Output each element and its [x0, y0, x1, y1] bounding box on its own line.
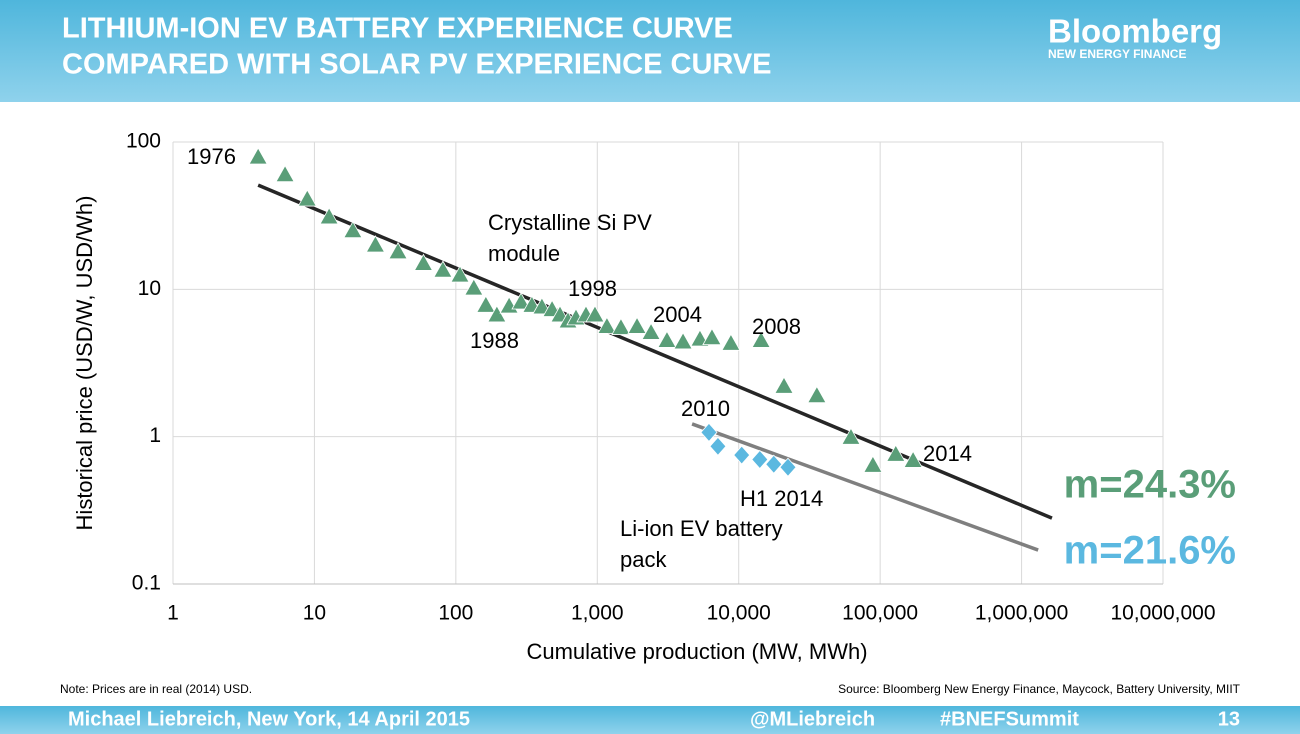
data-point [248, 147, 268, 165]
slope-label: m=24.3% [1064, 463, 1236, 507]
page-number: 13 [1218, 708, 1240, 730]
x-tick-label: 10,000,000 [1110, 602, 1215, 625]
trend-line [691, 422, 1039, 552]
series-label: module [488, 241, 560, 266]
annotation: H1 2014 [740, 486, 823, 511]
annotation: 1998 [568, 276, 617, 301]
data-point [487, 305, 507, 323]
x-tick-label: 1,000 [571, 602, 624, 625]
source: Source: Bloomberg New Energy Finance, Ma… [838, 682, 1241, 696]
annotation: 2010 [681, 396, 730, 421]
y-tick-label: 10 [138, 277, 161, 300]
x-tick-label: 1 [167, 602, 179, 625]
footer-band [0, 706, 1300, 734]
x-axis-title: Cumulative production (MW, MWh) [526, 639, 867, 664]
data-point [774, 376, 794, 394]
annotation: 1988 [470, 328, 519, 353]
data-point [841, 427, 861, 445]
data-point [751, 330, 771, 348]
data-point [319, 207, 339, 225]
slope-label: m=21.6% [1064, 529, 1236, 573]
logo-sub: NEW ENERGY FINANCE [1048, 47, 1186, 61]
data-point [413, 253, 434, 271]
author: Michael Liebreich, New York, 14 April 20… [68, 708, 470, 730]
x-tick-label: 100 [438, 602, 473, 625]
data-point [343, 220, 363, 239]
data-point [297, 189, 317, 207]
data-point [365, 235, 386, 253]
data-point [733, 445, 751, 465]
data-point [903, 450, 923, 468]
data-point [585, 305, 605, 323]
title-line: LITHIUM-ION EV BATTERY EXPERIENCE CURVE [62, 13, 733, 45]
x-tick-label: 1,000,000 [975, 602, 1068, 625]
data-point [721, 333, 741, 351]
data-point [807, 385, 827, 403]
data-point [511, 292, 531, 310]
data-point [886, 444, 906, 462]
data-point [388, 241, 408, 260]
note: Note: Prices are in real (2014) USD. [60, 682, 252, 696]
title-line: COMPARED WITH SOLAR PV EXPERIENCE CURVE [62, 49, 772, 81]
trend-line [257, 183, 1053, 520]
logo: Bloomberg [1048, 13, 1222, 50]
data-point [464, 278, 484, 296]
handle: @MLiebreich [750, 708, 875, 730]
annotation: 2014 [923, 441, 972, 466]
x-tick-label: 100,000 [842, 602, 918, 625]
data-point [657, 330, 677, 348]
data-point [751, 449, 769, 470]
data-point [476, 295, 496, 313]
y-axis-title: Historical price (USD/W, USD/Wh) [72, 196, 97, 531]
data-point [450, 265, 470, 283]
y-tick-label: 100 [126, 130, 161, 153]
data-point [433, 260, 453, 278]
x-tick-label: 10,000 [707, 602, 771, 625]
data-point [779, 457, 797, 477]
data-point [702, 327, 722, 346]
series-label: pack [620, 547, 667, 572]
data-point [275, 164, 295, 183]
data-point [765, 454, 783, 474]
data-point [627, 316, 647, 334]
data-point [597, 316, 617, 334]
data-point [863, 455, 883, 473]
annotation: 2004 [653, 302, 702, 327]
data-point [673, 332, 693, 350]
annotation: 2008 [752, 314, 801, 339]
header-band [0, 0, 1300, 102]
data-point [700, 422, 718, 442]
data-point [641, 322, 661, 340]
y-tick-label: 1 [149, 424, 161, 447]
annotation: 1976 [187, 144, 236, 169]
series-label: Li-ion EV battery [620, 516, 783, 541]
y-tick-label: 0.1 [132, 572, 161, 595]
hashtag: #BNEFSummit [940, 708, 1079, 730]
x-tick-label: 10 [303, 602, 326, 625]
data-point [611, 317, 631, 335]
data-point [709, 436, 727, 456]
series-label: Crystalline Si PV [488, 210, 652, 235]
